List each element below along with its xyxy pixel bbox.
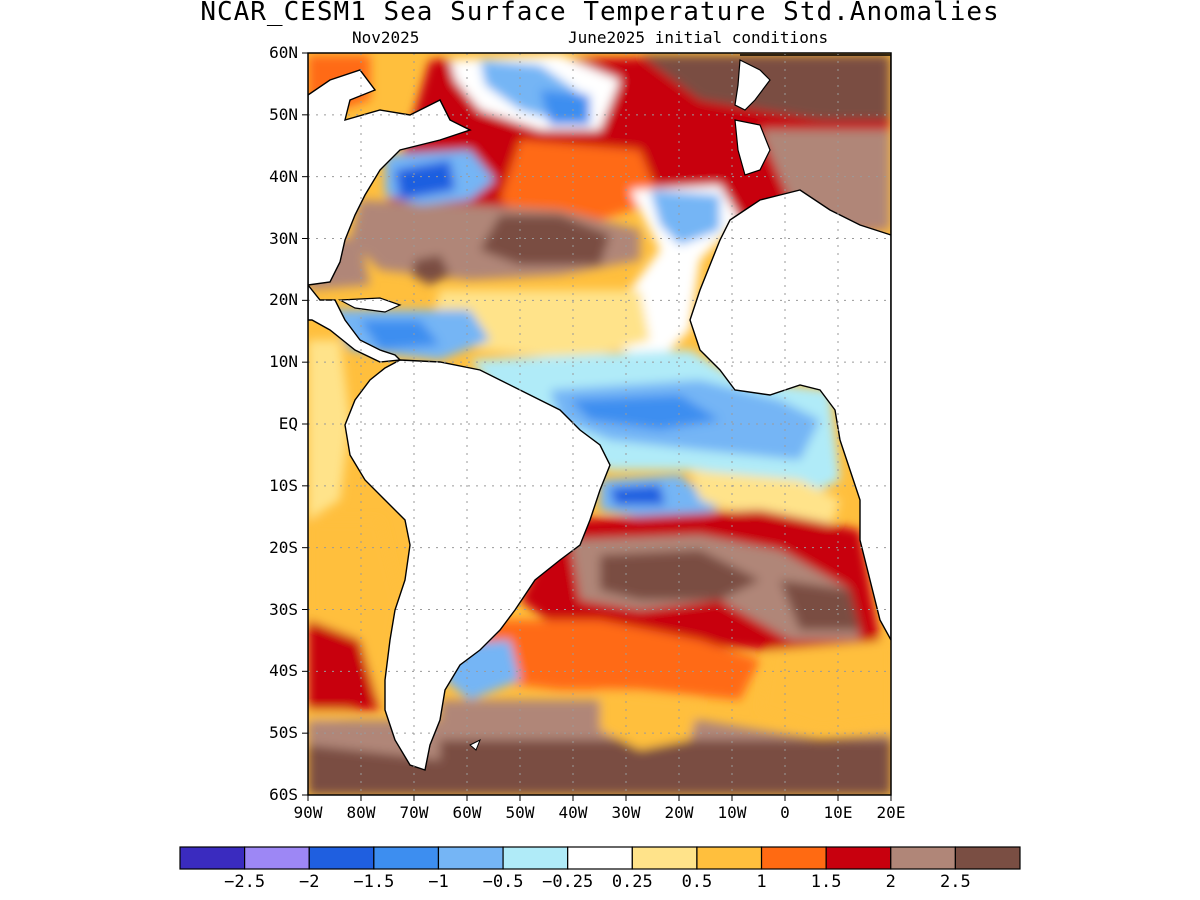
forecast-month: Nov2025: [352, 28, 420, 47]
colorbar-tick-label: −2.5: [224, 872, 266, 892]
chart-title: NCAR_CESM1 Sea Surface Temperature Std.A…: [200, 0, 1000, 27]
lon-tick-label: 0: [780, 803, 790, 822]
land: [308, 54, 891, 771]
anom-region: [760, 130, 890, 230]
anom-region: [570, 395, 720, 430]
colorbar-tick-label: 2: [885, 872, 896, 892]
sst-field: [308, 53, 891, 795]
europe-land: [734, 119, 771, 176]
colorbar: [179, 846, 1021, 870]
anom-region: [308, 620, 380, 710]
lon-tick-label: 20E: [876, 803, 906, 822]
lon-tick-label: 10E: [823, 803, 853, 822]
lat-tick-label: 10N: [269, 352, 298, 372]
colorbar-tick-label: −1.5: [353, 872, 395, 892]
anom-region: [412, 255, 450, 285]
lat-tick-label: 50N: [269, 104, 298, 124]
colorbar-tick-label: 0.25: [611, 872, 653, 892]
initial-conditions: June2025 initial conditions: [568, 28, 829, 47]
anom-region: [500, 140, 660, 230]
colorbar-swatch: [244, 846, 310, 870]
lon-tick-label: 60W: [452, 803, 482, 822]
anom-region: [780, 580, 860, 630]
colorbar-tick-label: −0.5: [482, 872, 524, 892]
colorbar-swatch: [567, 846, 633, 870]
britain-land: [734, 59, 771, 111]
colorbar-swatch: [890, 846, 956, 870]
lat-tick-label: 50S: [269, 723, 298, 743]
central-america-land: [308, 283, 402, 363]
lon-tick-label: 90W: [293, 803, 323, 822]
colorbar-tick-label: 1: [756, 872, 767, 892]
colorbar-swatch: [502, 846, 569, 870]
anom-region: [360, 320, 440, 350]
lat-tick-label: 40N: [269, 166, 298, 186]
anom-region: [600, 550, 760, 600]
lat-tick-label: 60S: [269, 785, 298, 804]
graticule: [308, 53, 891, 795]
anom-region: [690, 470, 840, 530]
falklands-land: [469, 738, 481, 751]
lat-tick-label: 30S: [269, 599, 298, 619]
anom-region: [480, 215, 610, 265]
lon-tick-label: 80W: [346, 803, 376, 822]
colorbar-tick-label: 0.5: [681, 872, 713, 892]
colorbar-tick-label: −1: [428, 872, 449, 892]
anom-region: [308, 340, 350, 520]
lon-tick-label: 10W: [717, 803, 747, 822]
anom-region: [540, 90, 590, 125]
lon-tick-label: 70W: [399, 803, 429, 822]
lat-tick-label: EQ: [278, 414, 298, 433]
colorbar-swatch: [696, 846, 763, 870]
south-america-land: [344, 359, 611, 771]
colorbar-swatch: [179, 846, 246, 870]
colorbar-tick-label: 2.5: [940, 872, 971, 892]
caribbean-land: [337, 297, 402, 313]
anom-region: [395, 160, 455, 200]
anom-region: [760, 640, 891, 730]
colorbar-tick-label: −2: [298, 872, 320, 892]
lat-tick-label: 20N: [269, 290, 298, 310]
africa-land: [689, 54, 891, 641]
lat-tick-label: 20S: [269, 537, 298, 557]
north-america-land: [308, 69, 472, 286]
axis-ticks: [302, 52, 892, 801]
anom-region: [610, 485, 665, 505]
colorbar-swatch: [760, 846, 827, 870]
colorbar-swatch: [308, 846, 375, 870]
lon-tick-label: 30W: [611, 803, 641, 822]
colorbar-swatch: [954, 846, 1021, 870]
colorbar-swatch: [437, 846, 504, 870]
anom-region: [430, 290, 650, 360]
lat-tick-label: 60N: [269, 43, 298, 62]
lat-tick-label: 10S: [269, 475, 298, 495]
lon-tick-label: 50W: [505, 803, 535, 822]
anom-region: [600, 690, 700, 750]
anom-region: [650, 190, 720, 245]
colorbar-swatch: [631, 846, 698, 870]
lat-tick-label: 40S: [269, 661, 298, 681]
anom-region: [440, 740, 891, 795]
lat-tick-label: 30N: [269, 228, 298, 248]
colorbar-swatch: [825, 846, 892, 870]
colorbar-tick-label: 1.5: [810, 872, 842, 892]
lon-tick-label: 20W: [664, 803, 694, 822]
colorbar-swatch: [373, 846, 440, 870]
colorbar-tick-label: −0.25: [542, 872, 594, 892]
lon-tick-label: 40W: [558, 803, 588, 822]
